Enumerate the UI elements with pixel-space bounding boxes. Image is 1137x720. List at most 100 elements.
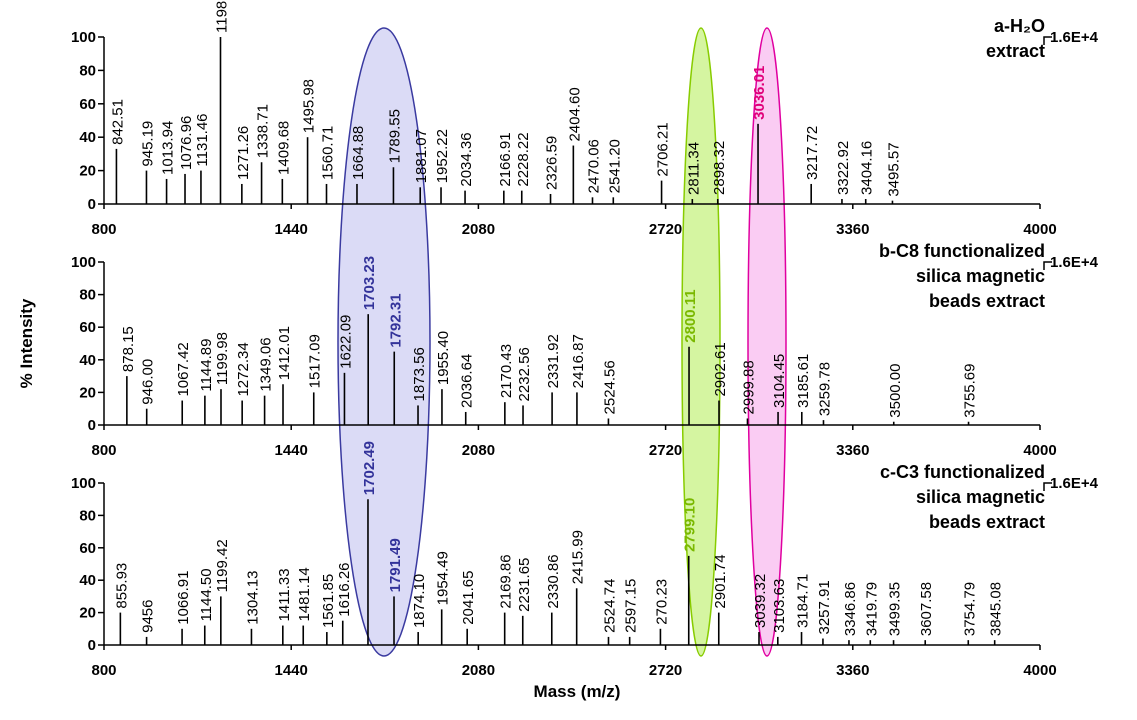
peak-label: 1702.49 [361, 441, 378, 495]
peak-label: 2416.87 [570, 334, 587, 388]
peak-label: 1874.10 [411, 574, 428, 628]
peak-label: 1199.98 [214, 332, 231, 385]
peak-label: 2706.21 [655, 122, 672, 176]
peak-label: 1198.27 [213, 0, 230, 33]
panel-title: beads extract [929, 512, 1045, 532]
peak-label: 1616.26 [336, 562, 353, 616]
peak-label: 3259.78 [816, 362, 833, 416]
peak-label: 1560.71 [320, 126, 337, 180]
peak-label: 1955.40 [435, 331, 452, 385]
peak-label: 2524.74 [601, 579, 618, 633]
peak-label: 1349.06 [258, 337, 275, 391]
peak-label: 3103.63 [771, 579, 788, 633]
peak-label: 1411.33 [276, 568, 293, 621]
peak-label: 3404.16 [859, 141, 876, 195]
peak-label: 2404.60 [566, 87, 583, 141]
peak-label: 1066.91 [175, 571, 192, 625]
peak-label: 1703.23 [361, 256, 378, 310]
peak-label: 2036.64 [459, 354, 476, 408]
peak-label: 2166.91 [497, 132, 514, 186]
peak-label: 3499.35 [887, 582, 904, 636]
x-tick-label: 3360 [836, 662, 869, 679]
peak-label: 946.00 [140, 359, 157, 405]
highlight-ellipse [747, 27, 787, 657]
peak-label: 1481.14 [296, 567, 313, 621]
x-tick-label: 800 [91, 662, 116, 679]
panel-title: silica magnetic [916, 266, 1045, 286]
peak-label: 3104.45 [771, 354, 788, 408]
peak-label: 2799.10 [682, 498, 699, 552]
peak-label: 1304.13 [244, 571, 261, 625]
panel-title: silica magnetic [916, 487, 1045, 507]
x-tick-label: 3360 [836, 442, 869, 459]
y-tick-label: 60 [79, 96, 96, 113]
x-tick-label: 3360 [836, 221, 869, 238]
y-tick-label: 40 [79, 352, 96, 369]
peak-label: 9456 [140, 600, 157, 633]
y-tick-label: 0 [88, 417, 96, 434]
x-tick-label: 4000 [1023, 662, 1056, 679]
peak-label: 2232.56 [516, 347, 533, 401]
peak-label: 270.23 [653, 579, 670, 625]
peak-label: 3495.57 [885, 142, 902, 196]
max-label: 1.6E+4 [1050, 29, 1099, 46]
y-tick-label: 20 [79, 384, 96, 401]
max-bracket [1043, 482, 1052, 491]
panel-title: a-H₂O [994, 16, 1045, 36]
x-tick-label: 2080 [462, 221, 495, 238]
peak-label: 1952.22 [434, 129, 451, 183]
peak-label: 2470.06 [585, 139, 602, 193]
x-tick-label: 4000 [1023, 442, 1056, 459]
y-tick-label: 40 [79, 129, 96, 146]
peak-label: 1517.09 [307, 334, 324, 388]
max-label: 1.6E+4 [1050, 475, 1099, 492]
x-tick-label: 2720 [649, 442, 682, 459]
peak-label: 3257.91 [816, 580, 833, 634]
peak-label: 1144.89 [198, 339, 215, 392]
y-tick-label: 60 [79, 319, 96, 336]
peak-label: 1791.49 [387, 538, 404, 592]
y-tick-label: 0 [88, 637, 96, 654]
peak-label: 1144.50 [198, 568, 215, 621]
peak-label: 878.15 [120, 326, 137, 372]
y-tick-label: 40 [79, 572, 96, 589]
x-tick-label: 800 [91, 221, 116, 238]
peak-label: 2331.92 [545, 334, 562, 388]
peak-label: 2170.43 [498, 344, 515, 398]
peak-label: 1271.26 [235, 126, 252, 180]
peak-label: 842.51 [109, 99, 126, 145]
peak-label: 2898.32 [711, 141, 728, 195]
x-tick-label: 800 [91, 442, 116, 459]
peak-label: 1409.68 [275, 121, 292, 175]
x-tick-label: 2080 [462, 662, 495, 679]
panel-title: b-C8 functionalized [879, 241, 1045, 261]
peak-label: 1789.55 [386, 109, 403, 163]
peak-label: 1622.09 [337, 315, 354, 369]
y-tick-label: 80 [79, 62, 96, 79]
max-label: 1.6E+4 [1050, 254, 1099, 271]
peak-label: 2034.36 [458, 132, 475, 186]
peak-label: 2326.59 [544, 136, 561, 190]
x-axis-label: Mass (m/z) [534, 682, 621, 701]
peak-label: 1664.88 [350, 126, 367, 180]
peak-label: 3185.61 [795, 354, 812, 408]
x-tick-label: 1440 [275, 662, 308, 679]
peak-label: 945.19 [139, 121, 156, 167]
x-tick-label: 1440 [275, 221, 308, 238]
peak-label: 3217.72 [804, 126, 821, 180]
peak-label: 3607.58 [918, 582, 935, 636]
peak-label: 2231.65 [516, 558, 533, 612]
x-tick-label: 2720 [649, 221, 682, 238]
peak-label: 2901.74 [712, 554, 729, 608]
peak-label: 2902.61 [712, 342, 729, 396]
peak-label: 1076.96 [178, 116, 195, 170]
peak-label: 2811.34 [685, 142, 702, 195]
peak-label: 1881.07 [413, 129, 430, 183]
y-tick-label: 80 [79, 507, 96, 524]
x-tick-label: 2720 [649, 662, 682, 679]
y-axis-label: % Intensity [17, 298, 36, 388]
peak-label: 3754.79 [961, 582, 978, 636]
peak-label: 3036.01 [751, 66, 768, 120]
x-tick-label: 2080 [462, 442, 495, 459]
